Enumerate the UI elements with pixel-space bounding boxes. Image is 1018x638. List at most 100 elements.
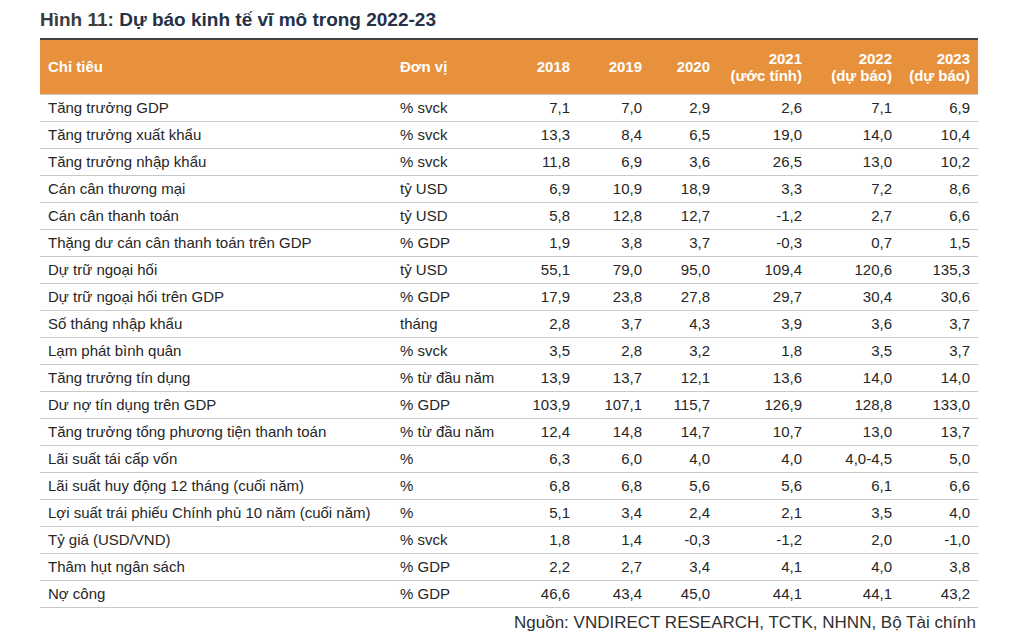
value-cell-2020: 3,6 xyxy=(650,148,718,175)
value-cell-2018: 5,1 xyxy=(500,499,578,526)
value-cell-2020: 3,2 xyxy=(650,337,718,364)
unit-cell: % xyxy=(392,445,500,472)
value-cell-2019: 13,7 xyxy=(578,364,650,391)
column-header-label: 2022 xyxy=(859,50,892,67)
column-header-sublabel: (dự báo) xyxy=(818,67,892,84)
unit-cell: % GDP xyxy=(392,580,500,607)
indicator-cell: Lợi suất trái phiếu Chính phủ 10 năm (cu… xyxy=(40,499,392,526)
source-note: Nguồn: VNDIRECT RESEARCH, TCTK, NHNN, Bộ… xyxy=(40,607,978,638)
value-cell-2018: 11,8 xyxy=(500,148,578,175)
value-cell-2021: 2,1 xyxy=(718,499,810,526)
value-cell-2023: 3,7 xyxy=(900,310,978,337)
source-row: Nguồn: VNDIRECT RESEARCH, TCTK, NHNN, Bộ… xyxy=(40,607,978,638)
table-row: Cán cân thanh toán tỷ USD 5,8 12,8 12,7 … xyxy=(40,202,978,229)
value-cell-2019: 3,8 xyxy=(578,229,650,256)
value-cell-2020: 4,0 xyxy=(650,445,718,472)
unit-cell: % xyxy=(392,472,500,499)
value-cell-2022: 7,1 xyxy=(810,94,900,121)
value-cell-2020: 12,1 xyxy=(650,364,718,391)
indicator-cell: Tăng trưởng tín dụng xyxy=(40,364,392,391)
column-header-unit: Đơn vị xyxy=(392,39,500,94)
value-cell-2019: 14,8 xyxy=(578,418,650,445)
value-cell-2021: 2,6 xyxy=(718,94,810,121)
value-cell-2023: 6,6 xyxy=(900,202,978,229)
indicator-cell: Thâm hụt ngân sách xyxy=(40,553,392,580)
value-cell-2021: 13,6 xyxy=(718,364,810,391)
value-cell-2020: 6,5 xyxy=(650,121,718,148)
value-cell-2022: 13,0 xyxy=(810,418,900,445)
value-cell-2022: 120,6 xyxy=(810,256,900,283)
value-cell-2022: 7,2 xyxy=(810,175,900,202)
indicator-cell: Cán cân thương mại xyxy=(40,175,392,202)
value-cell-2023: 1,5 xyxy=(900,229,978,256)
figure-title-text: Dự báo kinh tế vĩ mô trong 2022-23 xyxy=(119,9,436,30)
value-cell-2023: 8,6 xyxy=(900,175,978,202)
table-row: Dự trữ ngoại hối trên GDP % GDP 17,9 23,… xyxy=(40,283,978,310)
indicator-cell: Nợ công xyxy=(40,580,392,607)
unit-cell: % từ đầu năm xyxy=(392,364,500,391)
table-row: Lạm phát bình quân % svck 3,5 2,8 3,2 1,… xyxy=(40,337,978,364)
value-cell-2022: 14,0 xyxy=(810,364,900,391)
value-cell-2020: 3,7 xyxy=(650,229,718,256)
value-cell-2019: 43,4 xyxy=(578,580,650,607)
indicator-cell: Thặng dư cán cân thanh toán trên GDP xyxy=(40,229,392,256)
column-header-2022-forecast: 2022 (dự báo) xyxy=(810,39,900,94)
value-cell-2018: 46,6 xyxy=(500,580,578,607)
value-cell-2022: 3,5 xyxy=(810,499,900,526)
value-cell-2020: 27,8 xyxy=(650,283,718,310)
indicator-cell: Tăng trưởng tổng phương tiện thanh toán xyxy=(40,418,392,445)
value-cell-2021: 109,4 xyxy=(718,256,810,283)
value-cell-2022: 0,7 xyxy=(810,229,900,256)
column-header-label: 2019 xyxy=(609,58,642,75)
unit-cell: % svck xyxy=(392,148,500,175)
unit-cell: tỷ USD xyxy=(392,175,500,202)
value-cell-2022: 2,7 xyxy=(810,202,900,229)
indicator-cell: Dự trữ ngoại hối xyxy=(40,256,392,283)
value-cell-2023: 10,4 xyxy=(900,121,978,148)
column-header-label: 2023 xyxy=(937,50,970,67)
value-cell-2023: 3,8 xyxy=(900,553,978,580)
value-cell-2018: 55,1 xyxy=(500,256,578,283)
value-cell-2023: 30,6 xyxy=(900,283,978,310)
value-cell-2018: 2,8 xyxy=(500,310,578,337)
value-cell-2022: 44,1 xyxy=(810,580,900,607)
value-cell-2018: 2,2 xyxy=(500,553,578,580)
value-cell-2018: 1,8 xyxy=(500,526,578,553)
value-cell-2021: 4,0 xyxy=(718,445,810,472)
value-cell-2022: 6,1 xyxy=(810,472,900,499)
table-row: Dư nợ tín dụng trên GDP % GDP 103,9 107,… xyxy=(40,391,978,418)
value-cell-2019: 2,8 xyxy=(578,337,650,364)
value-cell-2021: -0,3 xyxy=(718,229,810,256)
value-cell-2021: 26,5 xyxy=(718,148,810,175)
value-cell-2022: 4,0-4,5 xyxy=(810,445,900,472)
value-cell-2022: 30,4 xyxy=(810,283,900,310)
unit-cell: tỷ USD xyxy=(392,202,500,229)
table-row: Lợi suất trái phiếu Chính phủ 10 năm (cu… xyxy=(40,499,978,526)
value-cell-2022: 3,6 xyxy=(810,310,900,337)
value-cell-2022: 4,0 xyxy=(810,553,900,580)
value-cell-2020: 3,4 xyxy=(650,553,718,580)
value-cell-2020: 14,7 xyxy=(650,418,718,445)
value-cell-2023: 6,9 xyxy=(900,94,978,121)
value-cell-2020: 5,6 xyxy=(650,472,718,499)
value-cell-2023: 6,6 xyxy=(900,472,978,499)
value-cell-2021: 3,9 xyxy=(718,310,810,337)
value-cell-2021: 10,7 xyxy=(718,418,810,445)
value-cell-2022: 3,5 xyxy=(810,337,900,364)
value-cell-2018: 7,1 xyxy=(500,94,578,121)
value-cell-2021: 5,6 xyxy=(718,472,810,499)
unit-cell: % từ đầu năm xyxy=(392,418,500,445)
table-footer: Nguồn: VNDIRECT RESEARCH, TCTK, NHNN, Bộ… xyxy=(40,607,978,638)
value-cell-2020: 12,7 xyxy=(650,202,718,229)
table-row: Tỷ giá (USD/VND) % svck 1,8 1,4 -0,3 -1,… xyxy=(40,526,978,553)
column-header-sublabel: (ước tính) xyxy=(726,67,802,84)
indicator-cell: Dư nợ tín dụng trên GDP xyxy=(40,391,392,418)
indicator-cell: Số tháng nhập khẩu xyxy=(40,310,392,337)
value-cell-2021: 1,8 xyxy=(718,337,810,364)
column-header-2023-forecast: 2023 (dự báo) xyxy=(900,39,978,94)
value-cell-2020: 95,0 xyxy=(650,256,718,283)
unit-cell: % xyxy=(392,499,500,526)
column-header-2021-estimate: 2021 (ước tính) xyxy=(718,39,810,94)
value-cell-2022: 128,8 xyxy=(810,391,900,418)
value-cell-2023: -1,0 xyxy=(900,526,978,553)
